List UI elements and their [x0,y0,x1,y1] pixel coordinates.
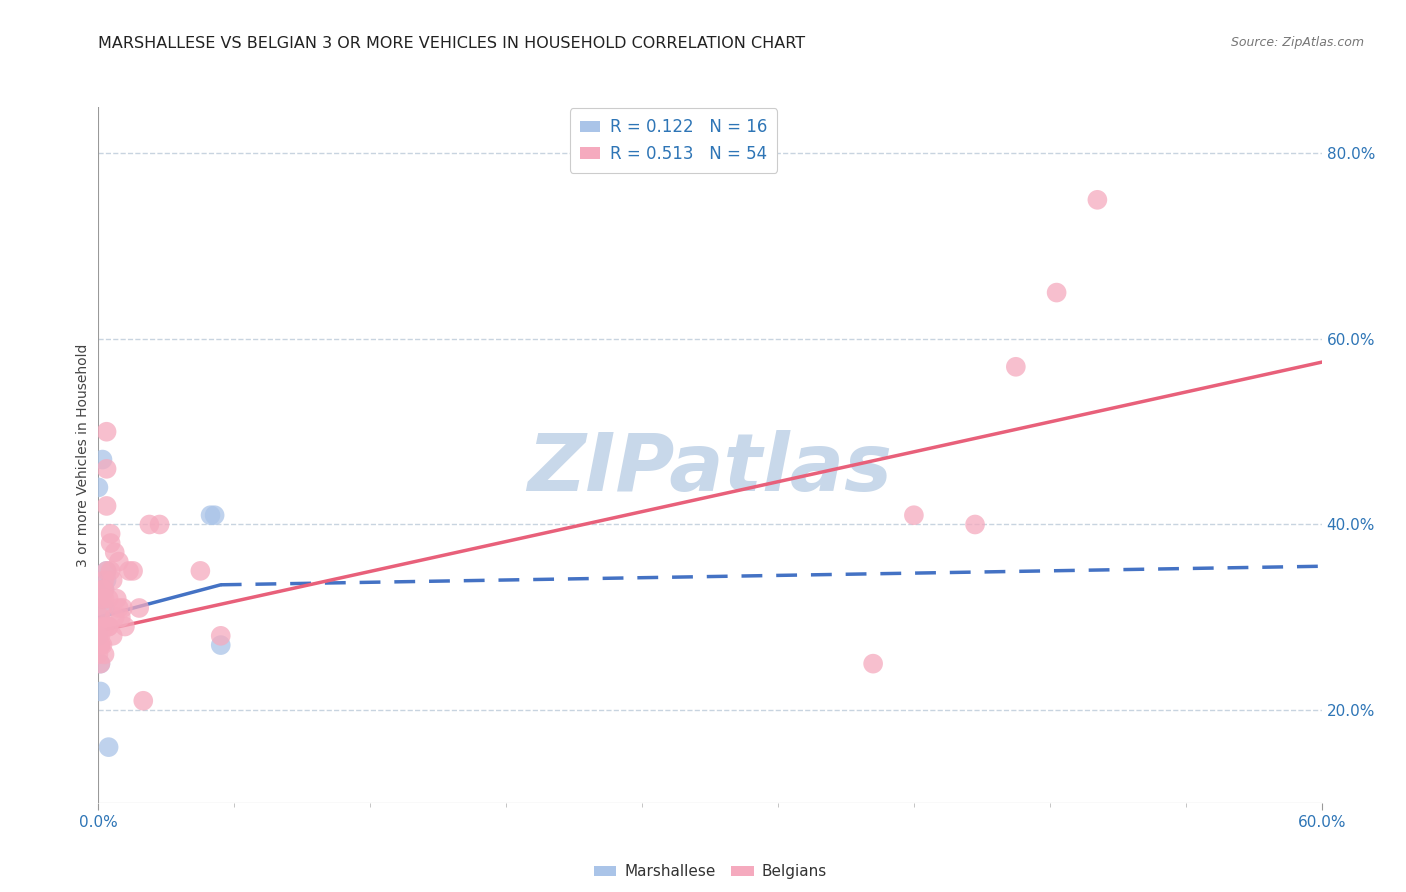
Y-axis label: 3 or more Vehicles in Household: 3 or more Vehicles in Household [76,343,90,566]
Point [108,601,131,615]
Point [89,657,111,671]
Point [96,462,118,476]
Point [100,564,122,578]
Point [97,740,120,755]
Point [91,582,114,597]
Point [101,629,124,643]
Point [101,573,124,587]
Point [110,610,132,624]
Point [89,582,111,597]
Point [91,591,114,606]
Point [114,619,136,633]
Text: ZIPatlas: ZIPatlas [527,430,893,508]
Point [96,425,118,439]
Point [87,629,110,643]
Point [96,573,118,587]
Point [89,619,111,633]
Point [91,452,114,467]
Point [93,573,115,587]
Point [93,619,115,633]
Point [93,582,115,597]
Point [93,648,115,662]
Point [96,564,118,578]
Point [128,601,150,615]
Point [862,657,884,671]
Point [104,545,127,559]
Point [89,629,111,643]
Point [91,638,114,652]
Point [132,694,155,708]
Point [89,684,111,698]
Point [93,582,115,597]
Point [97,591,120,606]
Point [1045,285,1069,300]
Point [89,638,111,652]
Point [91,601,114,615]
Point [87,480,110,494]
Point [1004,359,1026,374]
Point [100,536,122,550]
Point [188,564,212,578]
Point [105,591,128,606]
Point [93,601,115,615]
Point [122,564,145,578]
Text: Source: ZipAtlas.com: Source: ZipAtlas.com [1230,36,1364,49]
Point [91,619,114,633]
Point [97,619,120,633]
Point [138,517,160,532]
Point [965,517,987,532]
Point [89,638,111,652]
Point [149,517,172,532]
Point [903,508,925,523]
Point [1085,193,1108,207]
Point [91,582,114,597]
Point [96,499,118,513]
Point [200,508,222,523]
Text: MARSHALLESE VS BELGIAN 3 OR MORE VEHICLES IN HOUSEHOLD CORRELATION CHART: MARSHALLESE VS BELGIAN 3 OR MORE VEHICLE… [98,36,806,51]
Point [93,591,115,606]
Point [100,526,122,541]
Point [89,610,111,624]
Legend: Marshallese, Belgians: Marshallese, Belgians [588,858,832,886]
Point [209,629,232,643]
Point [111,601,134,615]
Point [209,638,232,652]
Point [87,629,110,643]
Point [89,657,111,671]
Point [97,619,120,633]
Point [204,508,226,523]
Point [91,582,114,597]
Point [87,648,110,662]
Point [104,610,127,624]
Point [118,564,141,578]
Point [87,629,110,643]
Point [89,638,111,652]
Point [96,564,118,578]
Point [108,555,131,569]
